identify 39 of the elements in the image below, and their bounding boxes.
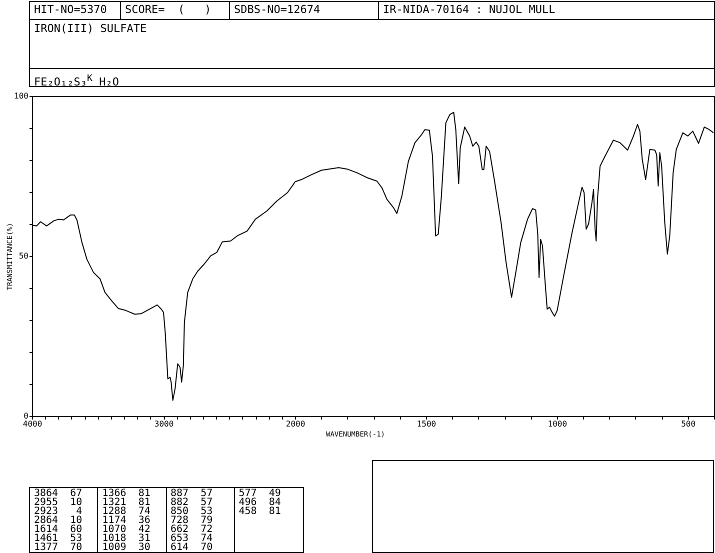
x-tick-label: 1500 xyxy=(416,420,436,428)
text: 2864 10 xyxy=(34,515,82,526)
chart-subtitle: FE₂O₁₂S₃$^{K}$ H₂O xyxy=(33,72,120,91)
text: 2923 4 xyxy=(34,506,82,517)
text: SDBS-NO=12674 xyxy=(230,2,379,19)
text: 1321 81 xyxy=(102,497,150,508)
text: 577 49 xyxy=(238,488,281,499)
text: 653 74 xyxy=(170,533,213,544)
text: 1288 74 xyxy=(102,506,150,517)
text: 3864 67 xyxy=(34,488,82,499)
text: 1461 53 xyxy=(34,533,82,544)
text: 1614 60 xyxy=(34,524,82,535)
text: 496 84 xyxy=(238,497,281,508)
text: SCORE= ( ) xyxy=(121,2,230,19)
text: 882 57 xyxy=(170,497,213,508)
x-tick-label: 500 xyxy=(681,420,696,428)
text: 458 81 xyxy=(238,506,281,517)
x-tick-label: 3000 xyxy=(154,420,174,428)
text: 2955 10 xyxy=(34,497,82,508)
x-tick-label: 1000 xyxy=(548,420,568,428)
text: HIT-NO=5370 xyxy=(30,2,121,19)
text: 728 79 xyxy=(170,515,213,526)
chart-title: IRON(III) SULFATE xyxy=(30,20,714,69)
y-tick-label: 50 xyxy=(18,252,29,260)
text: IR-NIDA-70164 : NUJOL MULL xyxy=(382,2,556,18)
text: 1377 70 xyxy=(34,542,82,553)
y-tick-label: 0 xyxy=(24,412,29,420)
x-tick-label: 2000 xyxy=(286,420,306,428)
text: 1018 31 xyxy=(102,533,150,544)
text: 614 70 xyxy=(170,542,213,553)
text: 1366 81 xyxy=(102,488,150,499)
x-tick-label: 4000 xyxy=(22,420,42,428)
text: 1070 42 xyxy=(102,524,150,535)
text: 662 72 xyxy=(170,524,213,535)
text: 1174 36 xyxy=(102,515,150,526)
y-tick-label: 100 xyxy=(14,92,29,100)
text: 887 57 xyxy=(170,488,213,499)
text: 1009 30 xyxy=(102,542,150,553)
text: 850 53 xyxy=(170,506,213,517)
